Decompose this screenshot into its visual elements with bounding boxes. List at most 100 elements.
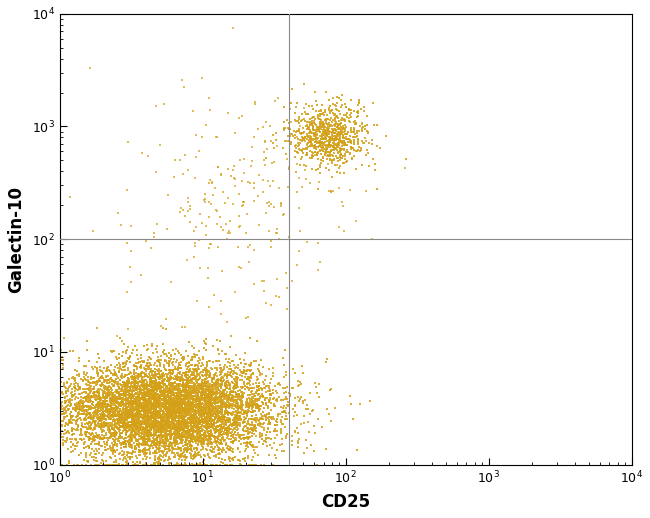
Point	[215, 421, 226, 429]
Point	[122, 410, 133, 418]
Point	[174, 412, 184, 421]
Point	[294, 435, 304, 443]
Point	[205, 371, 215, 379]
Point	[169, 400, 179, 409]
Point	[122, 457, 133, 465]
Point	[201, 444, 211, 453]
Point	[127, 402, 138, 411]
Point	[141, 420, 151, 428]
Point	[159, 407, 169, 415]
Point	[185, 405, 196, 413]
Point	[152, 342, 162, 351]
Point	[259, 380, 269, 388]
Point	[168, 461, 179, 469]
Point	[129, 426, 139, 435]
Point	[75, 398, 86, 407]
Point	[172, 461, 183, 469]
Point	[185, 407, 196, 415]
Point	[227, 386, 238, 395]
Point	[133, 436, 144, 444]
Point	[221, 417, 231, 425]
Point	[154, 397, 164, 406]
Point	[237, 392, 247, 400]
Point	[203, 418, 214, 426]
Point	[114, 461, 124, 469]
Point	[57, 421, 67, 429]
Point	[79, 430, 90, 438]
Point	[240, 367, 250, 376]
Point	[192, 384, 202, 392]
Point	[144, 395, 154, 404]
Point	[135, 401, 146, 409]
Point	[55, 395, 65, 403]
Point	[135, 383, 146, 392]
Point	[112, 419, 122, 427]
Point	[142, 416, 152, 424]
Point	[92, 419, 103, 427]
Point	[259, 396, 270, 405]
Point	[234, 403, 244, 411]
Point	[148, 413, 159, 421]
Point	[179, 393, 190, 401]
Point	[138, 438, 149, 446]
Point	[320, 116, 330, 124]
Point	[138, 396, 148, 405]
Point	[217, 402, 228, 410]
Point	[111, 389, 122, 397]
Point	[148, 410, 159, 418]
Point	[201, 375, 211, 383]
Point	[179, 446, 189, 454]
Point	[101, 415, 111, 424]
Point	[222, 318, 233, 326]
Point	[201, 402, 211, 410]
Point	[134, 445, 144, 454]
Point	[255, 422, 265, 430]
Point	[79, 388, 89, 396]
Point	[131, 415, 141, 424]
Point	[254, 395, 265, 403]
Point	[145, 423, 155, 431]
Point	[190, 437, 201, 445]
Point	[269, 402, 280, 410]
Point	[220, 415, 231, 424]
Point	[138, 405, 148, 413]
Point	[55, 427, 65, 435]
Point	[166, 375, 176, 383]
Point	[233, 387, 244, 395]
Point	[167, 440, 177, 448]
Point	[146, 404, 156, 412]
Point	[191, 395, 202, 403]
Point	[198, 385, 209, 393]
Point	[105, 415, 115, 423]
Point	[174, 364, 184, 372]
Point	[300, 108, 310, 116]
Point	[123, 412, 133, 421]
Point	[99, 434, 109, 442]
Point	[141, 422, 151, 430]
Point	[317, 130, 327, 138]
Point	[122, 400, 132, 408]
Point	[188, 413, 199, 422]
Point	[201, 372, 211, 380]
Point	[370, 166, 380, 175]
Point	[162, 372, 172, 381]
Point	[153, 396, 164, 404]
Point	[194, 410, 205, 418]
Point	[213, 394, 224, 402]
Point	[133, 424, 144, 433]
Point	[205, 397, 216, 406]
Point	[209, 438, 220, 447]
Point	[235, 402, 245, 410]
Point	[216, 425, 226, 433]
Point	[207, 381, 217, 389]
Point	[130, 399, 140, 408]
Point	[174, 407, 185, 415]
Point	[144, 371, 155, 380]
Point	[122, 384, 132, 392]
Point	[181, 436, 192, 444]
Point	[201, 431, 211, 440]
Point	[190, 417, 201, 425]
Point	[55, 191, 65, 199]
Point	[102, 391, 112, 399]
Point	[164, 399, 175, 408]
